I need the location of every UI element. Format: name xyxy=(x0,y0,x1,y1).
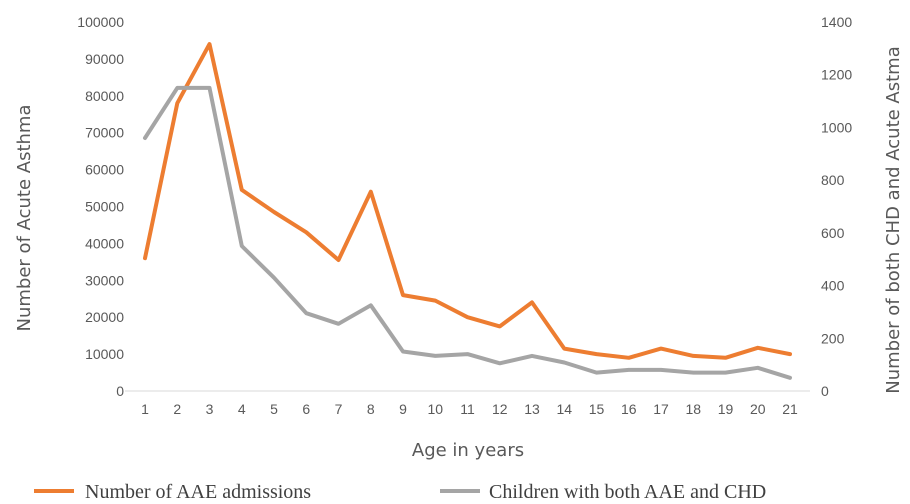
x-tick-label: 12 xyxy=(492,401,508,417)
y-tick-label: 60000 xyxy=(85,162,124,178)
y2-tick-label: 1000 xyxy=(821,119,852,135)
series-lines xyxy=(143,42,792,380)
y-tick-label: 80000 xyxy=(85,88,124,104)
legend-label-chd: Children with both AAE and CHD xyxy=(489,481,766,503)
y-axis-title: Number of Acute Asthma xyxy=(14,105,35,332)
series-line-aae-and-chd xyxy=(143,85,792,380)
x-tick-label: 9 xyxy=(399,401,407,417)
x-tick-label: 7 xyxy=(335,401,343,417)
x-axis-title: Age in years xyxy=(412,440,524,461)
y-tick-label: 70000 xyxy=(85,125,124,141)
x-axis-ticks: 1 2 3 4 5 6 7 8 9 10 11 12 13 14 15 16 17 18 19 20 21 xyxy=(141,401,798,417)
x-tick-label: 17 xyxy=(653,401,669,417)
y-tick-label: 100000 xyxy=(77,14,124,30)
y2-tick-label: 400 xyxy=(821,278,845,294)
left-y-axis-ticks: 0 10000 20000 30000 40000 50000 60000 70000 8000… xyxy=(77,14,124,399)
y2-axis-title: Number of both CHD and Acute Astma xyxy=(883,46,904,393)
x-tick-label: 13 xyxy=(524,401,540,417)
x-tick-label: 5 xyxy=(270,401,278,417)
y2-tick-label: 1200 xyxy=(821,67,852,83)
x-tick-label: 18 xyxy=(685,401,701,417)
x-tick-label: 16 xyxy=(621,401,637,417)
y2-tick-label: 200 xyxy=(821,330,845,346)
y-tick-label: 10000 xyxy=(85,346,124,362)
y-tick-label: 50000 xyxy=(85,199,124,215)
legend-label-aae: Number of AAE admissions xyxy=(85,481,311,503)
x-tick-label: 8 xyxy=(367,401,375,417)
x-tick-label: 15 xyxy=(589,401,605,417)
x-tick-label: 6 xyxy=(302,401,310,417)
y2-tick-label: 600 xyxy=(821,225,845,241)
y2-tick-label: 800 xyxy=(821,172,845,188)
x-tick-label: 21 xyxy=(782,401,798,417)
series-line-aae-admissions xyxy=(143,42,792,360)
x-tick-label: 14 xyxy=(556,401,572,417)
legend: Number of AAE admissions Children with b… xyxy=(34,481,766,503)
x-tick-label: 20 xyxy=(750,401,766,417)
right-y-axis-ticks: 0 200 400 600 800 1000 1200 1400 xyxy=(821,14,852,399)
y2-tick-label: 0 xyxy=(821,383,829,399)
x-tick-label: 10 xyxy=(427,401,443,417)
x-tick-label: 4 xyxy=(238,401,246,417)
y2-tick-label: 1400 xyxy=(821,14,852,30)
y-tick-label: 40000 xyxy=(85,235,124,251)
y-tick-label: 20000 xyxy=(85,309,124,325)
x-tick-label: 3 xyxy=(206,401,214,417)
x-tick-label: 2 xyxy=(173,401,181,417)
y-tick-label: 0 xyxy=(116,383,124,399)
y-tick-label: 90000 xyxy=(85,51,124,67)
x-tick-label: 11 xyxy=(460,401,475,417)
y-tick-label: 30000 xyxy=(85,272,124,288)
x-tick-label: 1 xyxy=(141,401,149,417)
x-tick-label: 19 xyxy=(718,401,734,417)
